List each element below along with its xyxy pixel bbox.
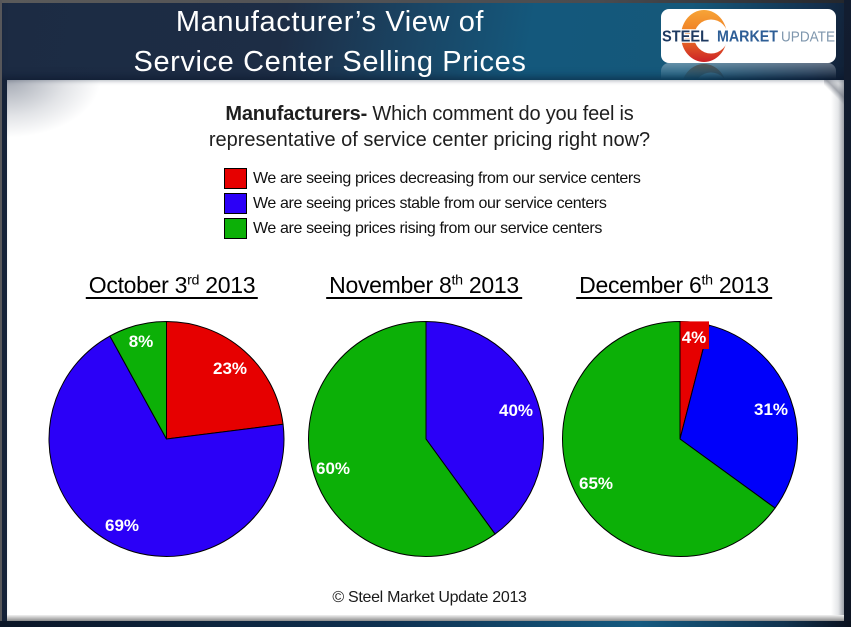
- svg-text:STEEL: STEEL: [662, 29, 709, 46]
- svg-text:UPDATE: UPDATE: [781, 29, 835, 46]
- svg-text:MARKET: MARKET: [717, 29, 778, 46]
- svg-text:60%: 60%: [316, 459, 350, 478]
- svg-text:65%: 65%: [579, 474, 613, 493]
- svg-text:31%: 31%: [754, 400, 788, 419]
- svg-text:23%: 23%: [213, 359, 247, 378]
- svg-text:69%: 69%: [105, 516, 139, 535]
- svg-text:40%: 40%: [499, 401, 533, 420]
- svg-text:4%: 4%: [682, 328, 707, 347]
- svg-text:8%: 8%: [129, 332, 154, 351]
